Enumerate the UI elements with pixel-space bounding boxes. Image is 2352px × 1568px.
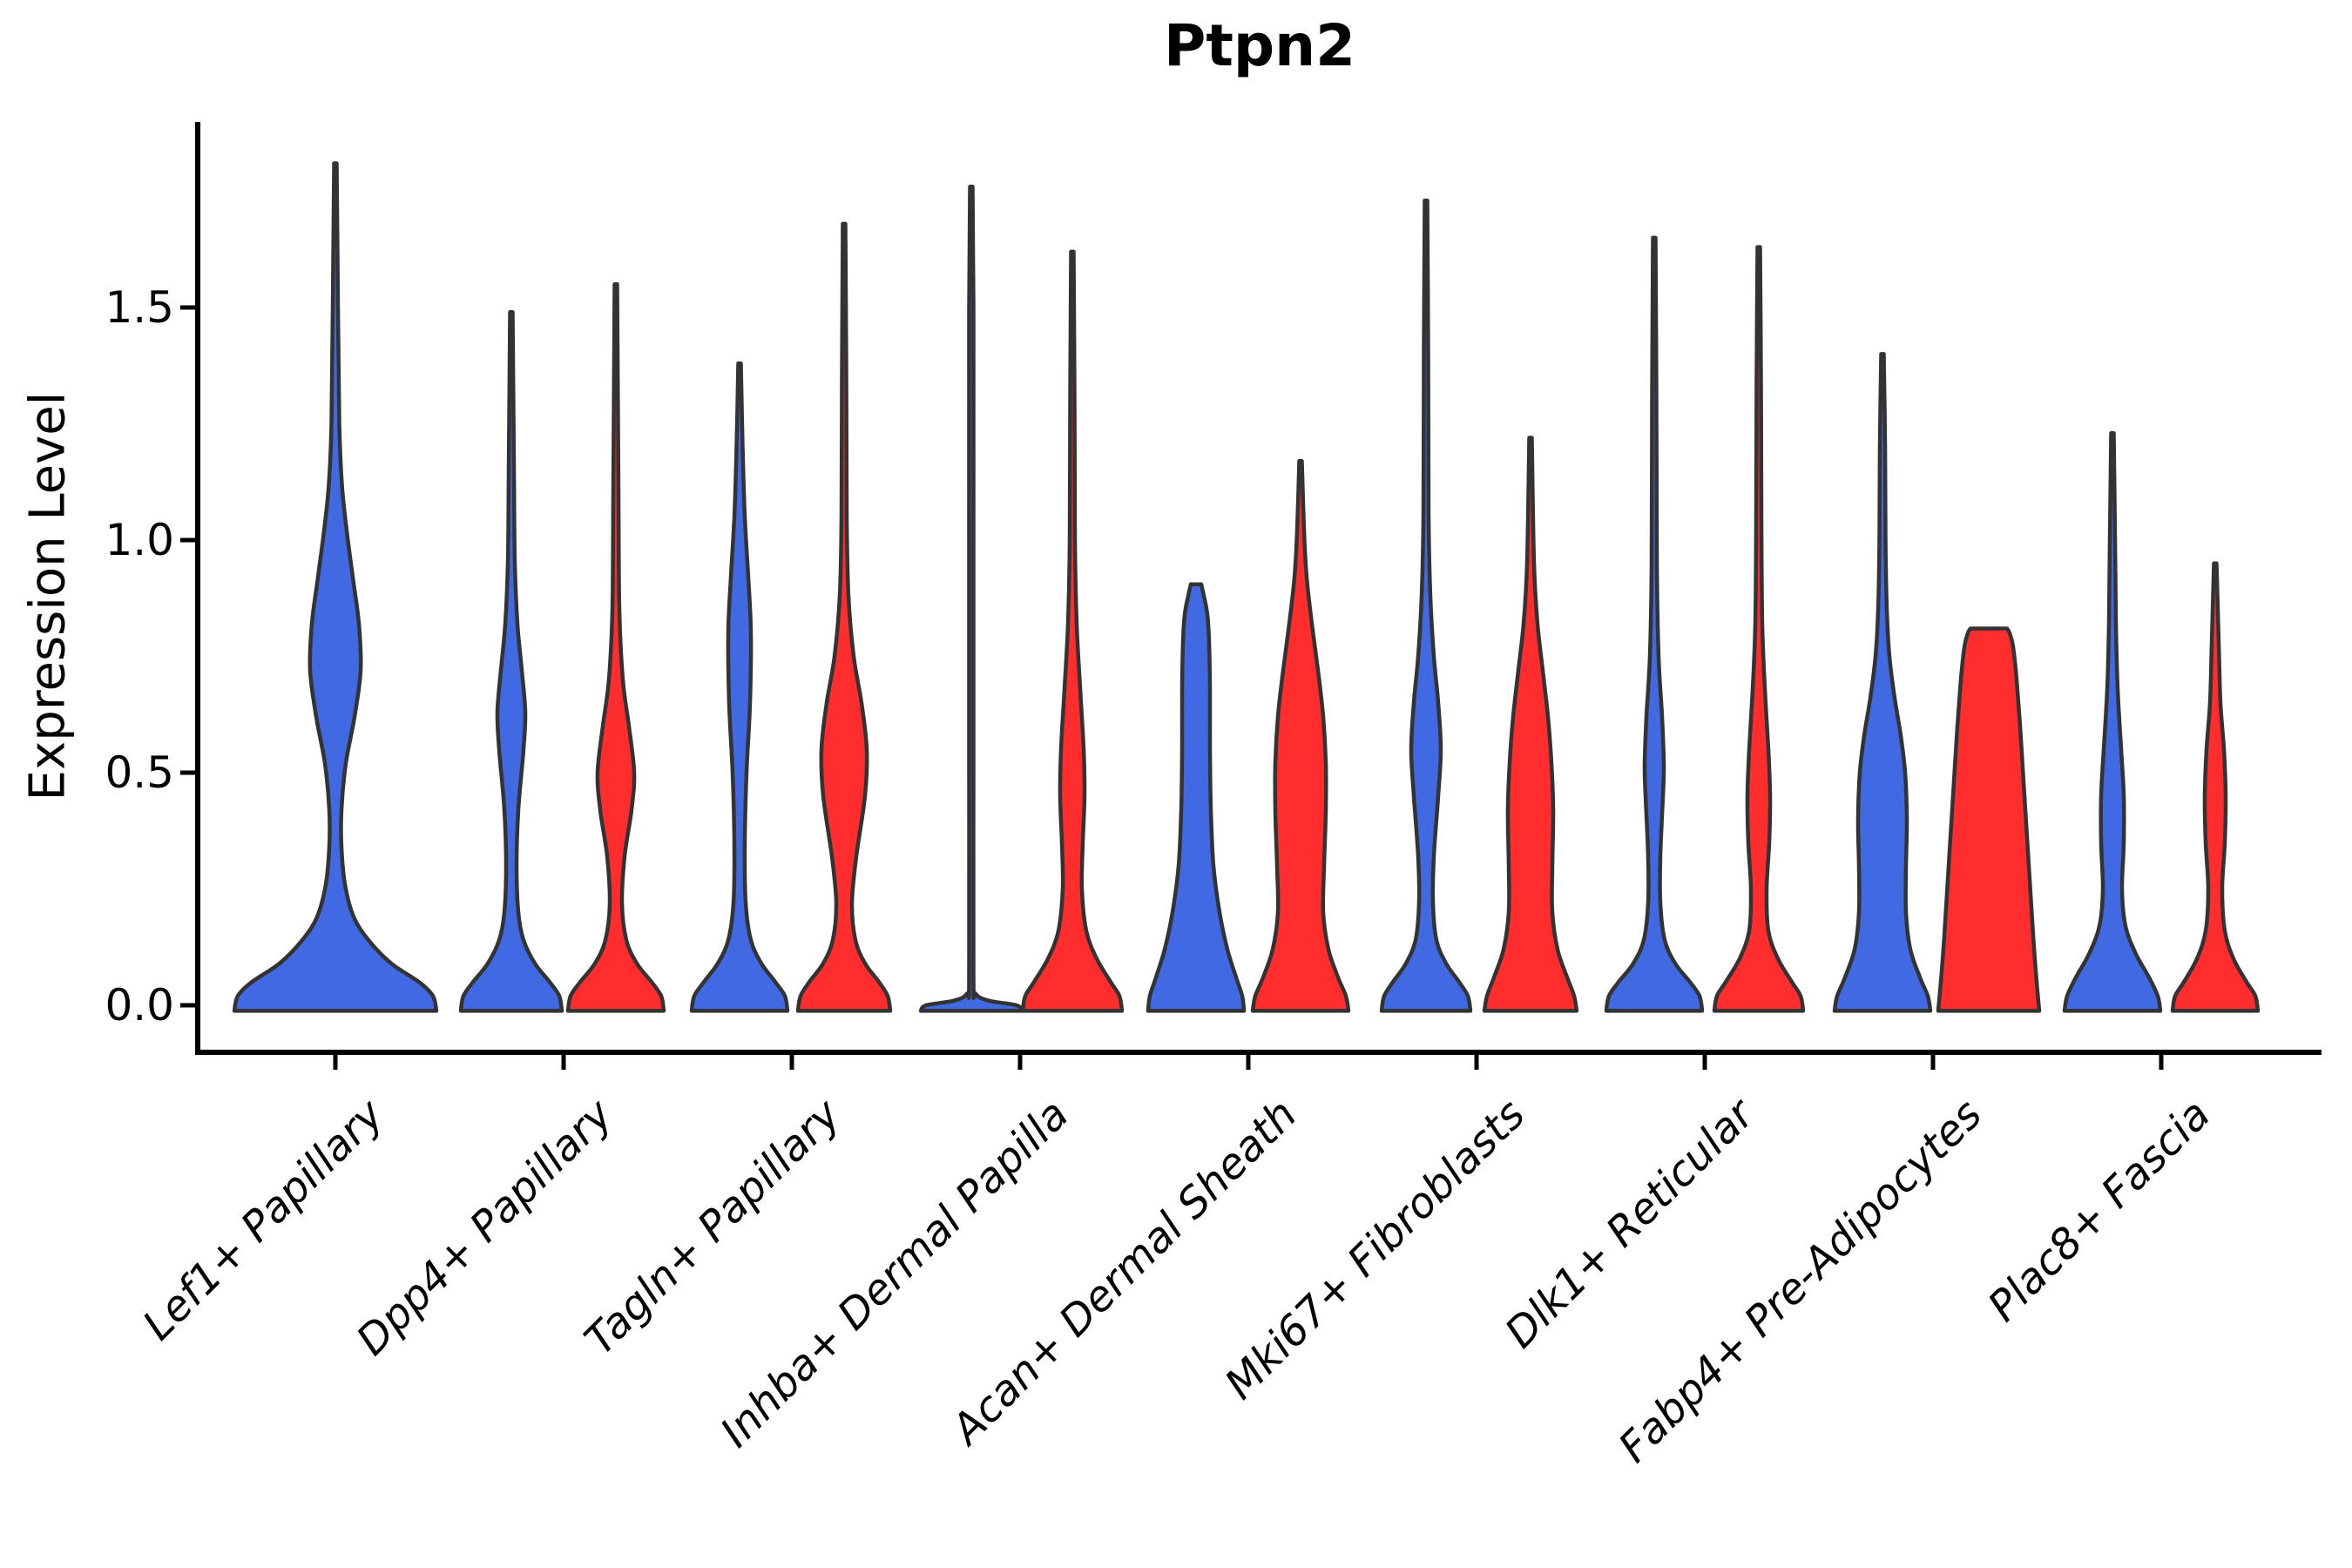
violin-red-Inhba+ Dermal Papilla — [1020, 249, 1125, 1013]
violin-blue-Mki67+ Fibroblasts — [1379, 198, 1473, 1013]
violin-red-Mki67+ Fibroblasts — [1482, 436, 1579, 1013]
violin-blue-Tagln+ Papillary — [689, 361, 790, 1013]
violin-red-Tagln+ Papillary — [795, 221, 893, 1013]
violin-blue-Inhba+ Dermal Papilla — [918, 184, 1024, 1013]
violin-blue-Dpp4+ Papillary — [458, 310, 564, 1013]
violin-blue-Acan+ Dermal Sheath — [1146, 582, 1247, 1013]
violin-blue-Dlk1+ Reticular — [1604, 235, 1705, 1013]
y-tick-label: 1.5 — [105, 282, 174, 333]
y-axis-label: Expression Level — [19, 391, 77, 801]
y-tick-label: 0.5 — [105, 747, 174, 798]
violin-blue-Plac8+ Fascia — [2062, 430, 2163, 1013]
y-tick-label: 0.0 — [105, 980, 174, 1031]
violin-red-Fabp4+ Pre-Adipocytes — [1936, 626, 2042, 1013]
violin-red-Dlk1+ Reticular — [1712, 245, 1806, 1013]
y-tick-label: 1.0 — [105, 515, 174, 565]
violin-red-Plac8+ Fascia — [2170, 561, 2261, 1013]
chart-title: Ptpn2 — [1163, 12, 1356, 79]
violin-blue-Fabp4+ Pre-Adipocytes — [1832, 352, 1933, 1013]
violin-red-Acan+ Dermal Sheath — [1250, 458, 1351, 1013]
violin-blue-Lef1+ Papillary — [232, 161, 439, 1013]
violin-red-Dpp4+ Papillary — [565, 282, 666, 1013]
